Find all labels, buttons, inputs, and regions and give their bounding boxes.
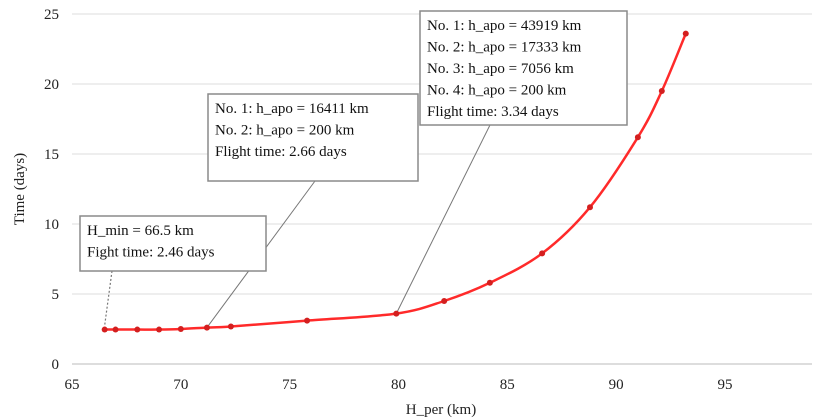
annotation-text: Flight time: 3.34 days: [427, 104, 559, 120]
annotation-text: H_min = 66.5 km: [87, 223, 194, 239]
annotation-box: No. 1: h_apo = 16411 km No. 2: h_apo = 20…: [207, 93, 419, 182]
annotation-box: No. 1: h_apo = 43919 km No. 2: h_apo = 17…: [419, 10, 628, 126]
annotation-text: No. 1: h_apo = 43919 km: [427, 18, 582, 34]
data-point: [177, 326, 184, 332]
annotation-frame: [207, 93, 419, 182]
data-point: [227, 323, 234, 330]
x-tick-label: 80: [391, 377, 406, 393]
annotation-text: Fight time: 2.46 days: [87, 245, 215, 261]
x-axis-title: H_per (km): [406, 402, 476, 418]
x-tick-labels: 65 70 75 80 85 90 95: [65, 377, 733, 393]
data-point: [393, 310, 400, 317]
x-tick-label: 85: [500, 377, 515, 393]
y-tick-label: 15: [44, 147, 59, 163]
y-tick-label: 25: [44, 7, 59, 23]
x-tick-label: 95: [717, 377, 732, 393]
data-point: [658, 88, 665, 94]
data-point: [156, 326, 163, 333]
data-point: [304, 317, 311, 324]
y-tick-label: 10: [44, 217, 59, 233]
data-point: [587, 204, 593, 211]
annotation-text: No. 3: h_apo = 7056 km: [427, 61, 574, 77]
annotation-frame: [79, 215, 267, 272]
x-tick-label: 75: [282, 377, 297, 393]
data-point: [634, 134, 641, 141]
data-point: [486, 279, 493, 286]
annotation-text: No. 1: h_apo = 16411 km: [215, 101, 369, 117]
data-point: [539, 250, 546, 257]
data-point: [101, 326, 108, 333]
data-point: [203, 324, 210, 331]
y-axis-title: Time (days): [12, 153, 28, 225]
y-tick-label: 5: [52, 287, 60, 303]
annotation-text: No. 4: h_apo = 200 km: [427, 83, 567, 99]
x-tick-label: 65: [65, 377, 80, 393]
data-point: [134, 326, 141, 333]
series-line: [104, 33, 687, 331]
y-tick-labels: 0 5 10 15 20 25: [44, 7, 59, 373]
x-tick-label: 70: [173, 377, 188, 393]
data-point: [682, 30, 689, 37]
x-tick-label: 90: [609, 377, 624, 393]
annotation-box: H_min = 66.5 km Fight time: 2.46 days: [79, 215, 267, 272]
data-point: [112, 326, 119, 333]
annotation-leader: [104, 270, 113, 326]
annotation-leader: [395, 124, 491, 314]
data-series: [101, 30, 689, 333]
y-tick-label: 0: [52, 357, 60, 373]
annotation-text: No. 2: h_apo = 17333 km: [427, 40, 582, 56]
annotation-text: No. 2: h_apo = 200 km: [215, 123, 355, 139]
annotation-frame: [419, 10, 628, 126]
y-tick-label: 20: [44, 77, 59, 93]
annotation-text: Flight time: 2.66 days: [215, 144, 347, 160]
data-point: [441, 298, 448, 304]
annotations: H_min = 66.5 km Fight time: 2.46 days No. …: [79, 10, 628, 272]
